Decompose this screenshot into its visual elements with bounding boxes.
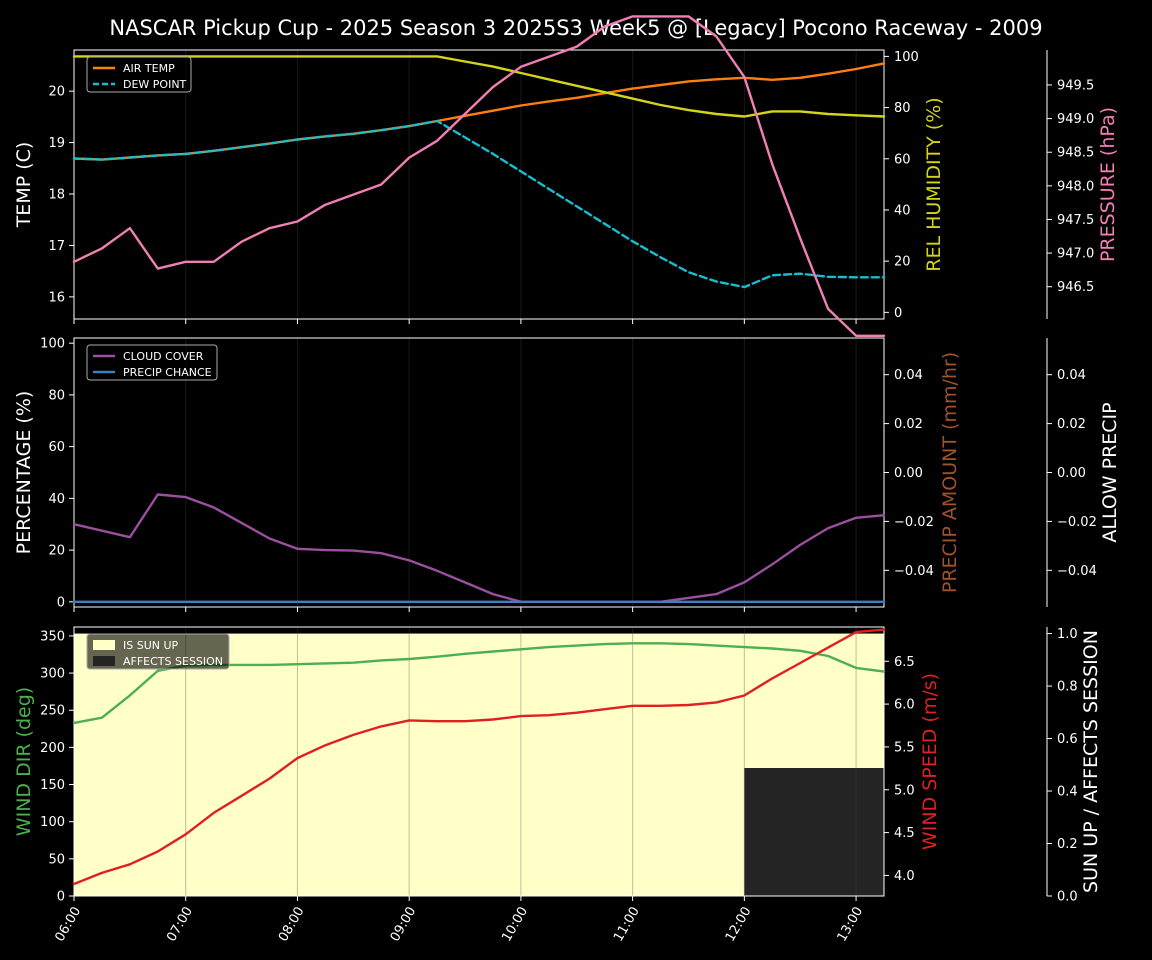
- right2-tick-label: −0.04: [1057, 564, 1097, 579]
- legend-label-is-sun-up: IS SUN UP: [123, 639, 179, 652]
- y-tick-label: 17: [48, 239, 65, 254]
- right-tick-label: 0.00: [894, 466, 923, 481]
- right-tick-label: 100: [894, 50, 919, 65]
- y-tick-label: 19: [48, 136, 65, 151]
- right-tick-label: 4.0: [894, 869, 915, 884]
- y-tick-label: 18: [48, 188, 65, 203]
- right2-tick-label: 0.2: [1057, 837, 1078, 852]
- right2-tick-label: 0.8: [1057, 680, 1078, 695]
- y-axis-label: WIND DIR (deg): [13, 687, 35, 836]
- legend-label-cloud-cover: CLOUD COVER: [123, 350, 204, 363]
- right-axis-label: REL HUMIDITY (%): [923, 97, 945, 271]
- right2-tick-label: 947.0: [1057, 247, 1094, 262]
- y-tick-label: 80: [48, 388, 65, 403]
- right-tick-label: −0.04: [894, 564, 934, 579]
- right-tick-label: 4.5: [894, 826, 915, 841]
- y-tick-label: 350: [40, 629, 65, 644]
- right2-tick-label: 949.5: [1057, 78, 1094, 93]
- series-line-wind-speed: [72, 628, 886, 886]
- right2-axis-label: PRESSURE (hPa): [1097, 107, 1119, 262]
- y-tick-label: 20: [48, 85, 65, 100]
- right2-tick-label: 1.0: [1057, 627, 1078, 642]
- y-tick-label: 150: [40, 778, 65, 793]
- legend-label-precip-chance: PRECIP CHANCE: [123, 366, 212, 379]
- right-axis-label: PRECIP AMOUNT (mm/hr): [939, 352, 961, 593]
- y-tick-label: 60: [48, 440, 65, 455]
- right2-tick-label: −0.02: [1057, 515, 1097, 530]
- right2-tick-label: 0.6: [1057, 732, 1078, 747]
- right-tick-label: 5.0: [894, 783, 915, 798]
- right2-tick-label: 0.4: [1057, 785, 1078, 800]
- right-tick-label: 0: [894, 306, 902, 321]
- legend-label-air-temp: AIR TEMP: [123, 62, 175, 75]
- y-tick-label: 100: [40, 815, 65, 830]
- right-tick-label: 20: [894, 255, 911, 270]
- right2-tick-label: 0.00: [1057, 466, 1086, 481]
- panel-frame: [73, 626, 885, 897]
- right-tick-label: −0.02: [894, 515, 934, 530]
- right2-tick-label: 0.02: [1057, 417, 1086, 432]
- right2-axis-label: ALLOW PRECIP: [1099, 402, 1121, 542]
- y-axis-label: TEMP (C): [13, 142, 35, 229]
- right-tick-label: 6.0: [894, 698, 915, 713]
- legend-box: [86, 344, 218, 381]
- y-tick-label: 0: [57, 595, 65, 610]
- right-tick-label: 80: [894, 101, 911, 116]
- affects-session-band: [744, 768, 884, 896]
- y-tick-label: 250: [40, 704, 65, 719]
- y-tick-label: 0: [57, 890, 65, 905]
- right-tick-label: 0.04: [894, 368, 923, 383]
- y-tick-label: 100: [40, 337, 65, 352]
- right2-tick-label: 0.0: [1057, 890, 1078, 905]
- y-tick-label: 16: [48, 290, 65, 305]
- panel-frame: [73, 49, 885, 320]
- right-tick-label: 5.5: [894, 740, 915, 755]
- series-line-rel-humidity: [72, 55, 886, 118]
- right2-tick-label: 948.5: [1057, 146, 1094, 161]
- series-line-cloud-cover: [72, 493, 886, 603]
- right-axis-label: WIND SPEED (m/s): [919, 673, 941, 850]
- right-tick-label: 60: [894, 152, 911, 167]
- right-tick-label: 0.02: [894, 417, 923, 432]
- legend-swatch-is-sun-up: [93, 640, 115, 650]
- right2-tick-label: 0.04: [1057, 368, 1086, 383]
- chart-title: NASCAR Pickup Cup - 2025 Season 3 2025S3…: [109, 16, 1042, 40]
- y-tick-label: 20: [48, 544, 65, 559]
- right-tick-label: 40: [894, 203, 911, 218]
- y-tick-label: 300: [40, 667, 65, 682]
- series-line-dew-point: [72, 119, 886, 289]
- legend-swatch-affects-session: [93, 656, 115, 666]
- y-tick-label: 40: [48, 492, 65, 507]
- right2-tick-label: 948.0: [1057, 179, 1094, 194]
- y-axis-label: PERCENTAGE (%): [13, 391, 35, 555]
- right2-tick-label: 946.5: [1057, 280, 1094, 295]
- legend-label-affects-session: AFFECTS SESSION: [123, 655, 223, 668]
- y-tick-label: 200: [40, 741, 65, 756]
- right2-axis-label: SUN UP / AFFECTS SESSION: [1080, 630, 1102, 893]
- right-tick-label: 6.5: [894, 655, 915, 670]
- y-tick-label: 50: [48, 852, 65, 867]
- right2-tick-label: 949.0: [1057, 112, 1094, 127]
- legend-box: [86, 633, 230, 670]
- legend-label-dew-point: DEW POINT: [123, 78, 187, 91]
- series-line-pressure: [72, 15, 886, 337]
- right2-tick-label: 947.5: [1057, 213, 1094, 228]
